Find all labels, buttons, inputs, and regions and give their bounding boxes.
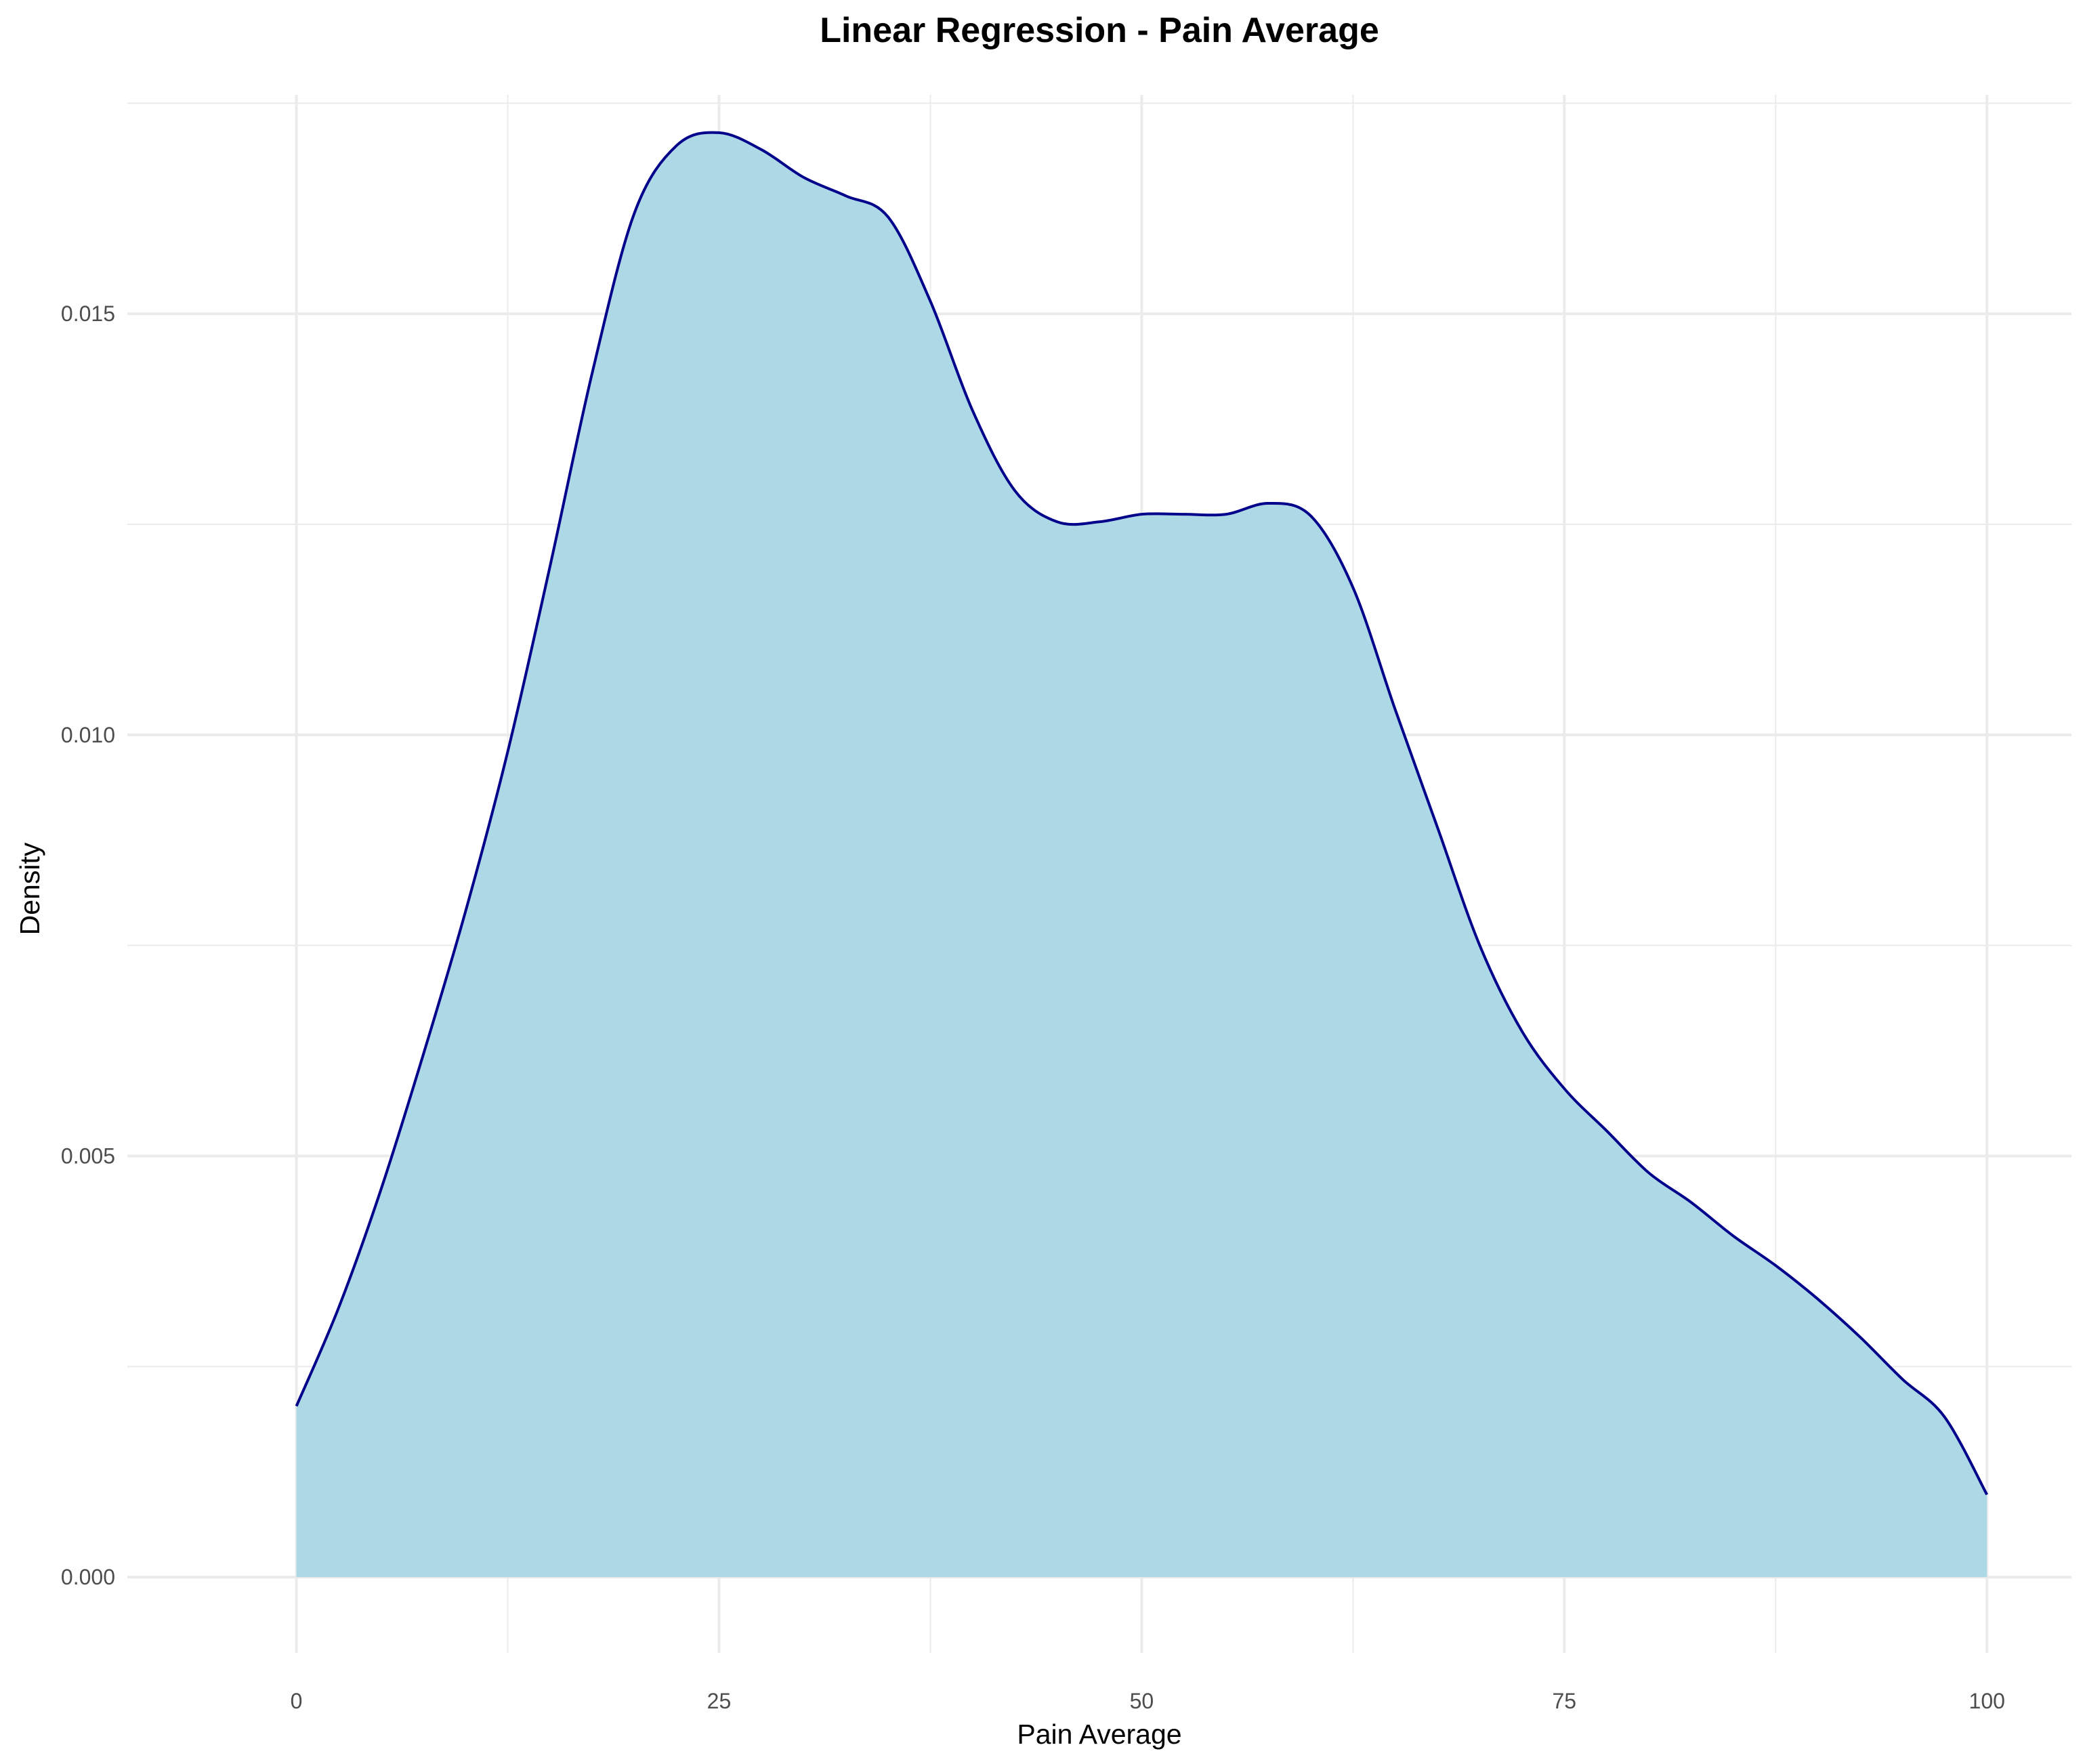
y-tick-label: 0.015 [61,301,115,326]
x-tick-label: 50 [1130,1689,1154,1713]
x-tick-label: 0 [291,1689,303,1713]
y-tick-label: 0.005 [61,1143,115,1168]
x-tick-label: 100 [1969,1689,2005,1713]
x-tick-labels: 0 25 50 75 100 [291,1689,2005,1713]
y-tick-label: 0.000 [61,1565,115,1589]
y-axis-label: Density [14,842,45,935]
y-tick-labels: 0.000 0.005 0.010 0.015 [61,301,115,1589]
density-line [295,131,1988,1496]
x-tick-label: 25 [707,1689,732,1713]
chart-title: Linear Regression - Pain Average [820,11,1379,50]
x-tick-label: 75 [1553,1689,1577,1713]
x-axis-label: Pain Average [1017,1719,1181,1750]
density-area [296,132,1987,1578]
y-tick-label: 0.010 [61,723,115,747]
